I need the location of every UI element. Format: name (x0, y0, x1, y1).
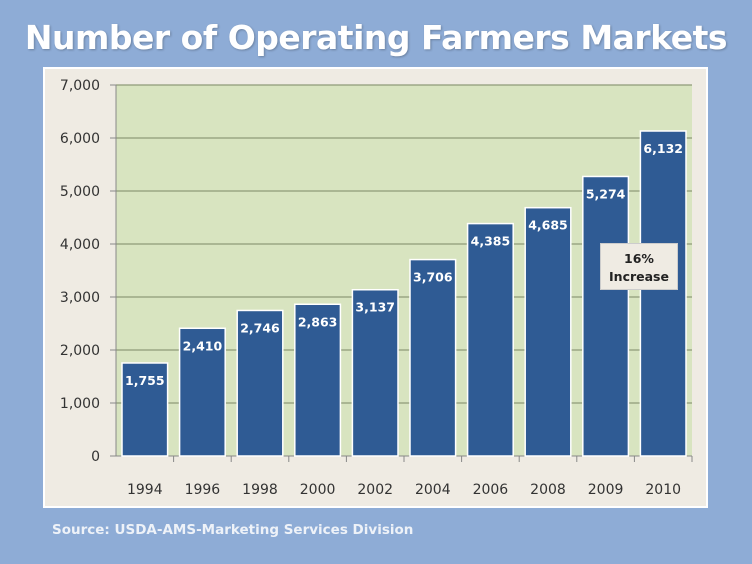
bar (409, 258, 457, 457)
y-tick-label: 7,000 (60, 78, 100, 94)
x-tick-label: 2000 (300, 482, 336, 498)
x-tick-label: 1998 (242, 482, 278, 498)
x-tick-label: 2008 (530, 482, 566, 498)
bar (121, 362, 169, 457)
bar (639, 130, 687, 457)
x-tick-label: 2004 (415, 482, 451, 498)
x-tick-label: 2006 (473, 482, 509, 498)
x-tick-label: 1996 (185, 482, 221, 498)
x-tick-label: 2010 (645, 482, 681, 498)
data-label: 5,274 (586, 186, 626, 201)
bar (178, 327, 226, 457)
y-tick-label: 3,000 (60, 290, 100, 306)
bar (524, 206, 572, 457)
callout-text: Increase (609, 269, 669, 284)
increase-callout: 16% Increase (600, 243, 678, 290)
y-tick-label: 1,000 (60, 396, 100, 412)
y-tick-label: 2,000 (60, 343, 100, 359)
data-label: 3,137 (355, 300, 395, 315)
data-label: 4,685 (528, 218, 568, 233)
bar (351, 288, 399, 457)
callout-percent: 16% (624, 251, 654, 266)
x-tick-label: 1994 (127, 482, 163, 498)
x-tick-label: 2002 (357, 482, 393, 498)
bar (466, 222, 514, 457)
x-tick-label: 2009 (588, 482, 624, 498)
chart-title: Number of Operating Farmers Markets (24, 18, 728, 57)
data-label: 2,746 (240, 320, 280, 335)
y-tick-label: 4,000 (60, 237, 100, 253)
data-label: 1,755 (125, 373, 165, 388)
y-tick-label: 6,000 (60, 131, 100, 147)
y-tick-label: 0 (91, 449, 100, 465)
data-label: 2,863 (298, 314, 338, 329)
data-label: 2,410 (183, 338, 223, 353)
data-label: 3,706 (413, 270, 453, 285)
y-tick-label: 5,000 (60, 184, 100, 200)
data-label: 4,385 (471, 234, 511, 249)
bar (582, 175, 630, 457)
bar (294, 303, 342, 457)
bar (236, 309, 284, 457)
data-label: 6,132 (643, 141, 683, 156)
source-note: Source: USDA-AMS-Marketing Services Divi… (52, 522, 414, 538)
